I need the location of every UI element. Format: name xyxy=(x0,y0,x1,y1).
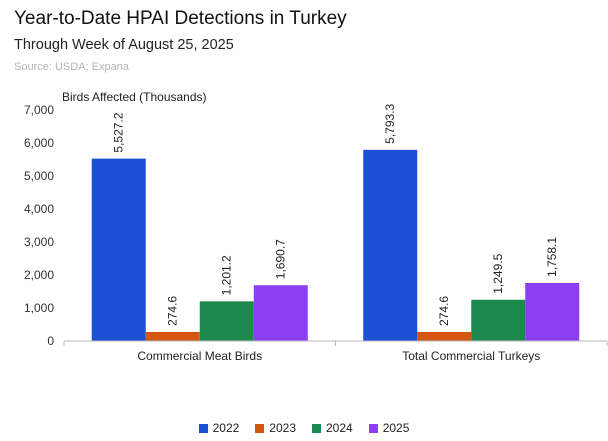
y-tick-label: 5,000 xyxy=(24,169,54,183)
data-label: 5,793.3 xyxy=(383,103,397,143)
legend-label: 2022 xyxy=(212,421,240,435)
legend-swatch xyxy=(198,423,208,433)
legend-swatch xyxy=(255,423,265,433)
y-tick-label: 3,000 xyxy=(24,235,54,249)
bar-2022 xyxy=(91,158,146,341)
y-tick-label: 1,000 xyxy=(24,301,54,315)
x-tick-label: Total Commercial Turkeys xyxy=(402,349,540,363)
x-axis: Commercial Meat Birds Total Commercial Tu… xyxy=(63,340,608,363)
data-label: 274.6 xyxy=(437,296,451,326)
chart-title: Year-to-Date HPAI Detections in Turkey xyxy=(14,8,347,29)
legend-label: 2025 xyxy=(382,421,410,435)
legend-item-2025: 2025 xyxy=(368,421,410,435)
bar-2025 xyxy=(525,282,580,341)
y-tick-label: 2,000 xyxy=(24,268,54,282)
legend-swatch xyxy=(368,423,378,433)
bar-2024 xyxy=(199,301,254,341)
data-label: 1,690.7 xyxy=(274,239,288,279)
y-tick-label: 6,000 xyxy=(24,136,54,150)
legend-item-2022: 2022 xyxy=(198,421,240,435)
legend-swatch xyxy=(312,423,321,433)
y-tick-label: 4,000 xyxy=(24,202,54,216)
data-label: 1,249.5 xyxy=(491,253,505,293)
legend-label: 2024 xyxy=(326,421,353,435)
bar-2022 xyxy=(363,149,418,341)
bar-2024 xyxy=(471,299,526,341)
bar-2025 xyxy=(253,285,308,341)
data-label: 5,527.2 xyxy=(112,112,126,152)
chart-source: Source: USDA; Expana xyxy=(14,61,129,73)
bar-2023 xyxy=(417,331,472,341)
legend-label: 2023 xyxy=(269,421,296,435)
y-tick-label: 7,000 xyxy=(24,103,54,117)
legend-item-2024: 2024 xyxy=(312,421,353,435)
y-axis-label: Birds Affected (Thousands) xyxy=(62,90,207,104)
data-label: 1,758.1 xyxy=(545,237,559,277)
x-tick-label: Commercial Meat Birds xyxy=(137,349,262,363)
data-label: 274.6 xyxy=(166,296,180,326)
data-label: 1,201.2 xyxy=(220,255,234,295)
bar-2023 xyxy=(145,331,200,341)
legend: 2022 2023 2024 2025 xyxy=(0,421,608,435)
y-axis: 0 1,000 2,000 3,000 4,000 5,000 6,000 7,000 xyxy=(24,103,54,348)
y-tick-label: 0 xyxy=(47,334,54,348)
legend-item-2023: 2023 xyxy=(255,421,296,435)
chart-subtitle: Through Week of August 25, 2025 xyxy=(14,37,234,53)
bars: 5,527.2 274.6 1,201.2 1,690.7 5,793.3 274.6 1,… xyxy=(91,103,580,341)
